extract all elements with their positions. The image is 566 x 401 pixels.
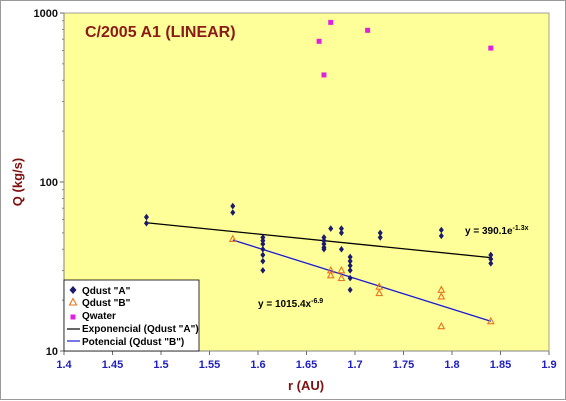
plot-border [63,12,550,352]
x-tick-label: 1.75 [393,359,414,371]
point-qdust-b [326,270,335,279]
point-qdust-a [347,286,353,294]
y-tick-label: 1000 [34,8,58,20]
legend-label-qdust-b: Qdust "B" [82,298,131,309]
point-qdust-a [260,257,266,265]
legend-label-power: Potencial (Qdust "B") [82,337,184,348]
x-tick-label: 1.55 [199,359,220,371]
point-qdust-a [230,202,236,210]
point-qdust-b [437,321,446,330]
point-qdust-a [347,267,353,274]
point-qdust-a [321,237,327,244]
fits-layer [146,222,491,322]
fit-equation-exponential-base: y = 390.1e [465,226,513,237]
point-qdust-a [321,240,327,248]
point-qdust-b [228,234,237,242]
point-qdust-a [347,262,353,269]
point-qdust-a [438,226,444,234]
fit-equation-exponential-exp: -1.3x [513,225,529,232]
point-qdust-a [338,245,344,253]
x-tick-label: 1.5 [153,359,168,371]
point-qwater [328,19,334,25]
point-qdust-a [488,251,494,259]
point-qdust-b [375,288,384,297]
y-axis-label: Q (kg/s) [10,158,25,206]
x-tick-label: 1.7 [347,359,362,371]
point-qdust-b [437,292,446,300]
point-qdust-a [328,225,334,232]
point-qdust-a [230,209,236,216]
point-qdust-a [143,213,149,221]
point-qdust-b [337,273,346,282]
chart-title: C/2005 A1 (LINEAR) [85,24,236,41]
x-tick-label: 1.45 [102,359,123,371]
fit-equation-power: y = 1015.4x-6.9 [258,298,323,310]
legend: Qdust "A" Qdust "B" Qwater Exponencial (… [63,279,200,352]
fit-line-exponential [146,222,491,259]
legend-label-qwater: Qwater [82,311,116,322]
point-qdust-a [377,229,383,237]
x-tick-label: 1.8 [444,359,459,371]
point-qdust-a [347,253,353,261]
points-layer [143,19,495,330]
legend-symbol-qwater [70,314,76,320]
x-tick-label: 1.4 [56,359,72,371]
y-tick-label: 100 [40,177,58,189]
fit-equation-exponential: y = 390.1e-1.3x [465,225,529,237]
y-tick-label: 10 [46,346,58,358]
point-qdust-b [337,265,346,274]
point-qwater [316,38,322,44]
legend-label-qdust-a: Qdust "A" [82,286,131,297]
point-qdust-a [260,245,266,253]
point-qdust-a [260,240,266,248]
fit-equation-power-exp: -6.9 [311,298,323,305]
point-qdust-a [347,257,353,265]
legend-symbol-qdust-b [68,297,78,306]
point-qwater [365,27,371,33]
point-qwater [488,45,494,51]
ticks-layer: 1.4 1.45 1.5 1.55 1.6 1.65 1.7 1.75 1.8 1.85 1.9 10… [34,8,557,371]
x-tick-label: 1.65 [296,359,317,371]
point-qdust-a [438,232,444,240]
point-qdust-a [143,219,149,227]
point-qdust-a [338,229,344,237]
legend-label-exponential: Exponencial (Qdust "A") [82,324,199,335]
point-qdust-a [488,260,494,267]
point-qdust-a [321,245,327,253]
fit-equation-power-base: y = 1015.4x [258,299,312,310]
point-qdust-a [260,251,266,259]
x-axis-label: r (AU) [288,378,324,393]
point-qdust-a [260,237,266,244]
point-qdust-a [338,225,344,232]
point-qdust-a [260,267,266,274]
x-tick-label: 1.85 [490,359,511,371]
legend-box [63,279,200,352]
point-qdust-b [486,316,495,325]
x-tick-label: 1.9 [541,359,556,371]
point-qdust-a [377,234,383,241]
x-tick-label: 1.6 [250,359,265,371]
fit-line-power [232,239,491,322]
legend-symbol-qdust-a [69,286,77,294]
point-qwater [321,72,327,78]
point-qdust-a [347,274,353,282]
point-qdust-a [488,255,494,263]
